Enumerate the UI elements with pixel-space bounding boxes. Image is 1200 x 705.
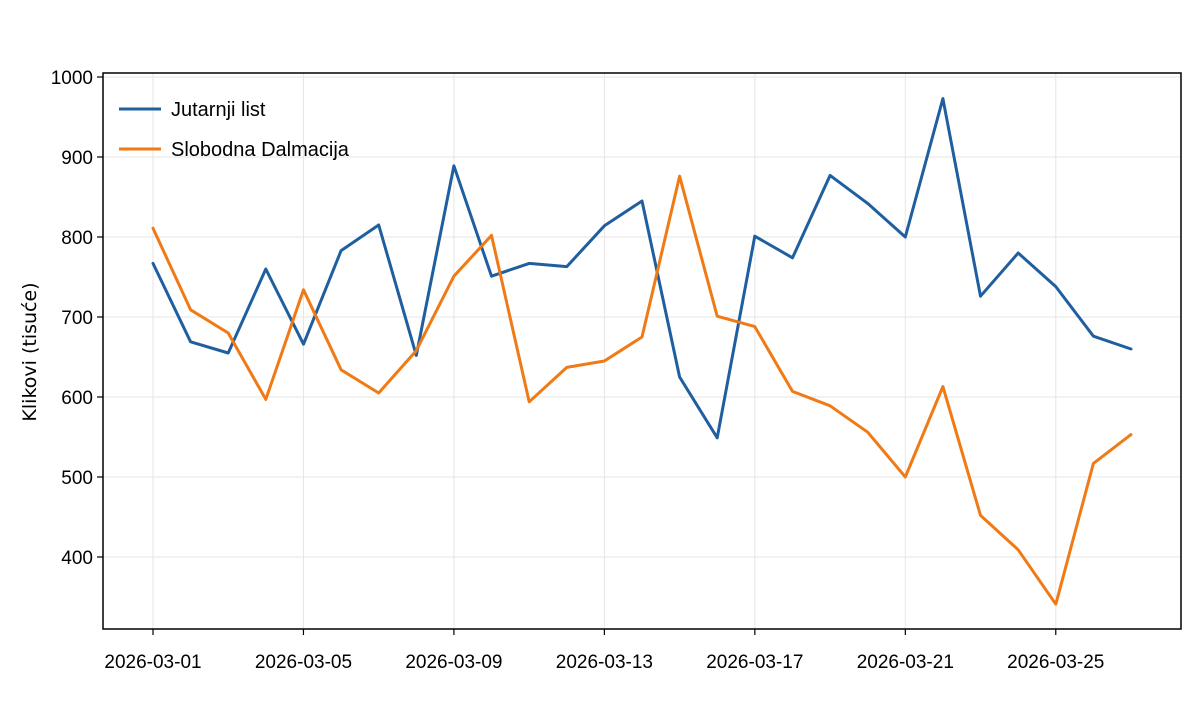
y-axis-label: Klikovi (tisuće) (19, 282, 41, 421)
x-tick-label: 2026-03-05 (255, 652, 352, 673)
y-tick-label: 1000 (51, 68, 93, 89)
x-tick-label: 2026-03-09 (405, 652, 502, 673)
y-tick-label: 400 (61, 548, 93, 569)
y-tick-label: 900 (61, 148, 93, 169)
series-line-2 (151, 174, 1133, 606)
series-layer (151, 97, 1133, 606)
legend-label-1: Jutarnji list (171, 99, 266, 121)
legend: Jutarnji list Slobodna Dalmacija (119, 99, 350, 161)
x-tick-label: 2026-03-17 (706, 652, 803, 673)
y-tick-label: 600 (61, 388, 93, 409)
legend-label-2: Slobodna Dalmacija (171, 139, 350, 161)
y-tick-label: 700 (61, 308, 93, 329)
x-tick-label: 2026-03-13 (556, 652, 653, 673)
plot-frame (102, 72, 1182, 630)
x-tick-label: 2026-03-01 (104, 652, 201, 673)
x-tick-label: 2026-03-25 (1007, 652, 1104, 673)
x-tick-label: 2026-03-21 (857, 652, 954, 673)
y-tick-label: 800 (61, 228, 93, 249)
grid (103, 73, 1181, 629)
y-tick-label: 500 (61, 468, 93, 489)
axis-ticks: 400 500 600 700 800 900 1000 2026-03-01 2026-03-… (51, 68, 1105, 673)
